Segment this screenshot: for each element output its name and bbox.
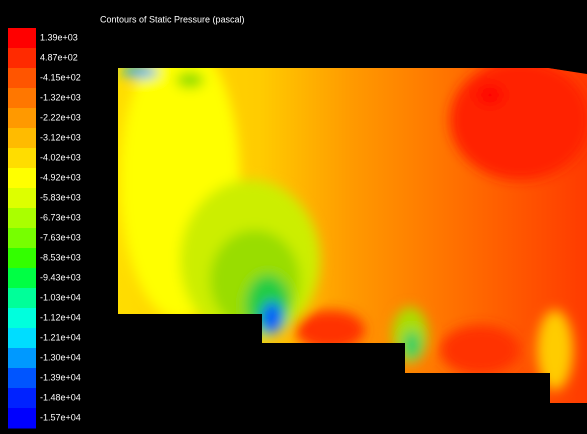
colorbar-swatch xyxy=(8,228,36,249)
colorbar-label: -4.15e+02 xyxy=(40,72,81,82)
colorbar-swatch xyxy=(8,348,36,369)
colorbar-label: -1.21e+04 xyxy=(40,332,81,342)
colorbar-label: -4.02e+03 xyxy=(40,152,81,162)
colorbar-swatch xyxy=(8,268,36,289)
colorbar-label: -3.12e+03 xyxy=(40,132,81,142)
colorbar-label: -1.32e+03 xyxy=(40,92,81,102)
colorbar-swatch xyxy=(8,328,36,349)
chart: Contours of Static Pressure (pascal) 1.3… xyxy=(0,0,587,434)
colorbar-swatch xyxy=(8,408,36,429)
chart-title: Contours of Static Pressure (pascal) xyxy=(100,14,245,24)
colorbar-label: -1.03e+04 xyxy=(40,292,81,302)
colorbar-label: 1.39e+03 xyxy=(40,32,78,42)
colorbar-label: -2.22e+03 xyxy=(40,112,81,122)
colorbar-swatch xyxy=(8,168,36,189)
colorbar-label: -1.30e+04 xyxy=(40,352,81,362)
colorbar-swatch xyxy=(8,288,36,309)
colorbar-swatch xyxy=(8,108,36,129)
colorbar-label: -1.48e+04 xyxy=(40,392,81,402)
colorbar-swatch xyxy=(8,368,36,389)
colorbar-label: -7.63e+03 xyxy=(40,232,81,242)
colorbar-swatch xyxy=(8,308,36,329)
colorbar-swatch xyxy=(8,208,36,229)
colorbar-label: 4.87e+02 xyxy=(40,52,78,62)
colorbar-label: -1.12e+04 xyxy=(40,312,81,322)
colorbar-swatch xyxy=(8,248,36,269)
page: Contours of Static Pressure (pascal) 1.3… xyxy=(0,0,587,434)
colorbar-swatch xyxy=(8,28,36,49)
colorbar-swatch xyxy=(8,148,36,169)
colorbar-label: -6.73e+03 xyxy=(40,212,81,222)
colorbar-label: -1.39e+04 xyxy=(40,372,81,382)
colorbar-label: -5.83e+03 xyxy=(40,192,81,202)
colorbar-swatch xyxy=(8,188,36,209)
colorbar-swatch xyxy=(8,388,36,409)
colorbar-label: -1.57e+04 xyxy=(40,412,81,422)
colorbar-swatch xyxy=(8,128,36,149)
colorbar-label: -8.53e+03 xyxy=(40,252,81,262)
colorbar-swatch xyxy=(8,88,36,109)
colorbar-label: -4.92e+03 xyxy=(40,172,81,182)
colorbar-swatch xyxy=(8,68,36,89)
colorbar-swatch xyxy=(8,48,36,69)
colorbar-label: -9.43e+03 xyxy=(40,272,81,282)
